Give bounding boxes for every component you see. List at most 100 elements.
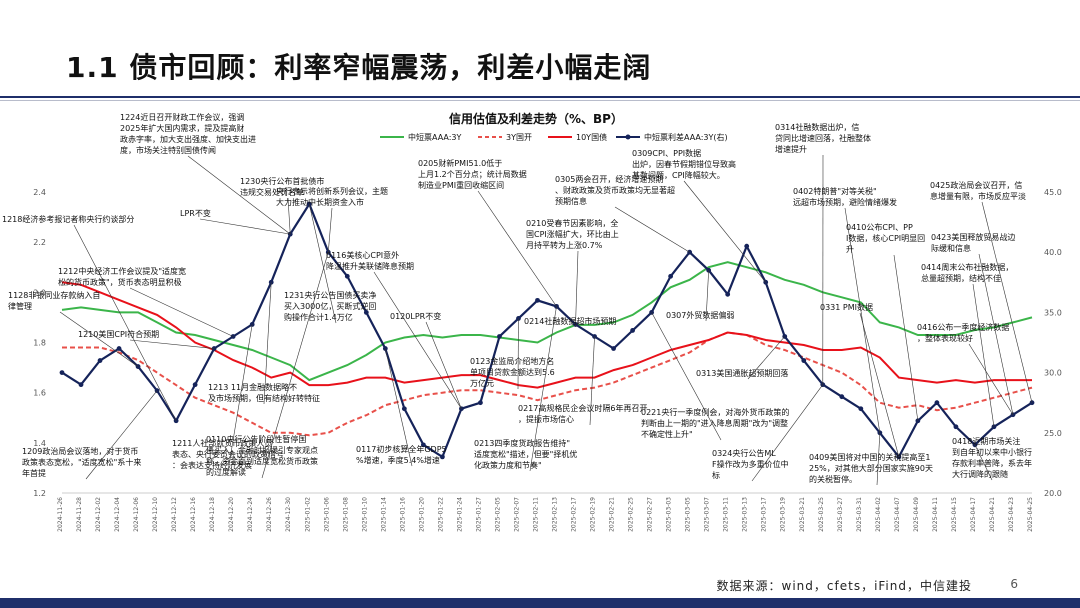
x-tick-label: 2025-03-27 [837, 497, 844, 532]
credit-spread-chart: 信用估值及利差走势（%、BP） 中短票AAA:3Y 3Y国开 10Y国债 中短票利差A… [2, 111, 1062, 532]
series-point [211, 346, 217, 351]
x-tick-label: 2025-04-15 [951, 497, 958, 532]
annotation-pointer [227, 324, 253, 472]
annotation: 0418近期市场关注到自年初以来中小银行存款利率普降，系去年大行调降的跟随 [952, 436, 1032, 479]
title-divider [0, 96, 1080, 98]
annotation-pointer [263, 282, 272, 405]
series-point [858, 406, 864, 412]
annotation: 1231央行公告国债买卖净买入3000亿，买断式逆回购操作合计1.4万亿 [284, 290, 376, 322]
x-tick-label: 2024-11-28 [76, 497, 83, 532]
annotation: 0416公布一季度经济数据，整体表现较好 [917, 322, 1009, 343]
y-left-tick-label: 2.0 [33, 288, 46, 297]
annotation: 0313美国通胀超预期回落 [696, 368, 788, 378]
y-right-tick-label: 25.0 [1044, 429, 1062, 438]
series-point [744, 243, 750, 249]
annotation-top: 0425政治局会议召开，信息增量有限，市场反应平淡 [930, 180, 1026, 201]
annotation-top: 0402特朗普"对等关税"远超市场预期，避险情绪爆发 [793, 186, 897, 207]
annotation: 0409美国将对中国的关税提高至1 25%，对其他大部分国家实施90天的关税暂停。 [809, 452, 933, 484]
annotation-pointer [751, 384, 824, 482]
annotation-pointer [187, 155, 291, 235]
x-tick-label: 2024-12-16 [190, 497, 197, 532]
y-right-tick-label: 30.0 [1044, 369, 1062, 378]
annotation-top: 1230央行公布首批债市违规交易处罚名单 [240, 176, 324, 197]
series-point [668, 273, 674, 279]
x-tick-label: 2024-12-12 [171, 497, 178, 532]
series-point [725, 291, 731, 297]
annotation: 0305两会召开，经济增速预期、财政政策及货币政策均无显著超预期信息 [555, 174, 675, 206]
annotation-pointer [261, 252, 329, 479]
annotation-top: 0314社融数据出炉，信贷同比增速回落，社融整体增速提升 [775, 122, 871, 154]
annotation: 0324央行公告ML F操作改为多重价位中标 [712, 448, 789, 480]
x-tick-label: 2024-12-18 [209, 497, 216, 532]
title-divider-thin [0, 100, 1080, 101]
y-left-tick-label: 2.4 [33, 188, 46, 197]
annotation-pointer [287, 197, 291, 235]
annotation: 0331 PMI数据 [820, 302, 873, 312]
page-title: 1.1 债市回顾：利率窄幅震荡，利差小幅走阔 [66, 51, 652, 84]
y-left-tick-label: 1.8 [33, 339, 46, 348]
x-tick-label: 2025-04-17 [970, 497, 977, 532]
x-tick-label: 2025-02-21 [609, 497, 616, 532]
x-tick-label: 2025-01-24 [456, 497, 463, 532]
y-left-tick-label: 2.2 [33, 238, 46, 247]
series-line [62, 331, 1033, 437]
chart-series [59, 201, 1035, 460]
x-tick-label: 2024-12-24 [247, 497, 254, 532]
annotation-pointer [981, 201, 1033, 403]
annotation: 0410公布CPI、PP I数据，核心CPI明显回升 [846, 222, 925, 254]
annotation: LPR不变 [180, 208, 211, 218]
annotation-pointer [373, 271, 462, 409]
annotation: 0213四季度货政报告维持"适度宽松"描述，但要"择机优化政策力度和节奏" [474, 438, 577, 470]
annotation: 0423美国释放贸易战边际缓和信息 [931, 232, 1015, 253]
x-tick-label: 2025-03-13 [742, 497, 749, 532]
y-left-tick-label: 1.4 [33, 439, 46, 448]
series-point [401, 406, 407, 412]
x-tick-label: 2024-12-30 [285, 497, 292, 532]
x-tick-label: 2025-04-23 [1008, 497, 1015, 532]
x-tick-label: 2025-04-21 [989, 497, 996, 532]
x-tick-label: 2025-03-17 [761, 497, 768, 532]
annotation: 1210美国CPI符合预期 [78, 329, 159, 339]
series-point [630, 328, 635, 333]
series-point [363, 310, 369, 315]
x-tick-label: 2025-04-07 [894, 497, 901, 532]
x-tick-label: 2025-02-11 [532, 497, 539, 532]
series-point [801, 358, 807, 363]
legend-label: 3Y国开 [506, 133, 532, 142]
x-tick-label: 2024-12-02 [95, 497, 102, 532]
annotation: 1218经济参考报记者称央行约谈部分 [2, 214, 134, 224]
annotation-pointer [844, 207, 881, 433]
chart-annotations: 1224近日召开财政工作会议，强调 2025年扩大国内需求，提及提高财政赤字率，加… [2, 112, 1033, 486]
annotation: 0414周末公布社融数据，总量超预期，结构不佳 [921, 262, 1013, 283]
y-left-tick-label: 1.2 [33, 489, 46, 498]
annotation: 央行表示将创新系列会议，主题大力推动中长期资金入市 [276, 186, 388, 207]
annotation-pointer [589, 336, 595, 426]
x-tick-label: 2025-01-20 [418, 497, 425, 532]
legend-label: 中短票AAA:3Y [408, 132, 462, 142]
annotation-pointer [968, 343, 1014, 415]
annotation-pointer [129, 339, 215, 349]
x-tick-label: 2024-12-10 [152, 497, 159, 532]
annotation: 0120LPR不变 [390, 311, 441, 321]
chart-title: 信用估值及利差走势（%、BP） [449, 111, 623, 126]
x-tick-label: 2024-11-26 [57, 497, 64, 532]
series-point [953, 424, 959, 430]
annotation-pointer [876, 432, 881, 486]
series-point [934, 400, 940, 406]
x-tick-label: 2025-03-07 [704, 497, 711, 532]
x-tick-label: 2025-03-11 [723, 497, 730, 532]
series-point [535, 297, 540, 303]
series-point [59, 370, 65, 375]
x-tick-label: 2025-02-19 [590, 497, 597, 532]
annotation-pointer [893, 254, 919, 421]
annotation: 0217高规格民企会议时隔6年再召开，提振市场信心 [518, 403, 647, 424]
series-point [192, 382, 198, 388]
x-tick-label: 2024-12-26 [266, 497, 273, 532]
annotation: 1211人社部就货币政策人员表态、央行委员会议的政策信号：会表达支持经济发展 [172, 438, 284, 470]
x-tick-label: 2025-01-02 [304, 497, 311, 532]
x-tick-label: 2024-12-04 [114, 497, 121, 532]
annotation: 0210受春节因素影响，全国CPI涨幅扩大，环比由上月持平转为上涨0.7% [526, 218, 619, 250]
annotation-pointer [972, 283, 995, 427]
series-point [649, 310, 655, 315]
x-tick-label: 2025-04-02 [875, 497, 882, 532]
